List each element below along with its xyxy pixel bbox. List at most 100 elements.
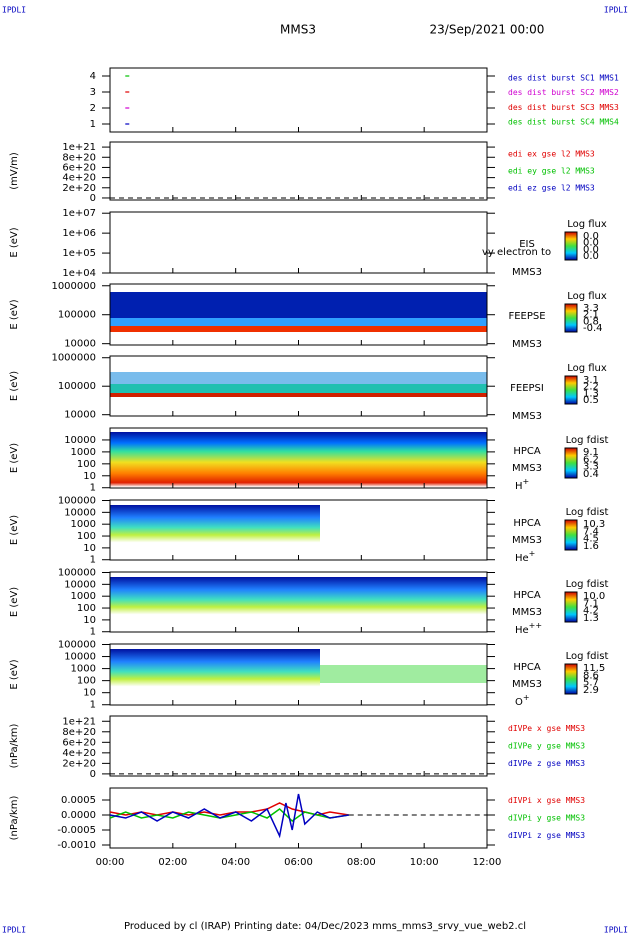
colorbar-tick-label: 2.2 (583, 382, 599, 393)
legend-label: dIVPi x gse MMS3 (508, 796, 585, 805)
y-axis-label: (nPa/km) (9, 796, 20, 841)
spacecraft-label: MMS3 (512, 607, 542, 618)
y-axis-label: E (eV) (9, 371, 20, 401)
x-tick-label: 12:00 (473, 857, 502, 868)
date: 23/Sep/2021 00:00 (430, 23, 545, 37)
y-tick-label: 100000 (58, 381, 96, 392)
colorbar (564, 231, 578, 261)
colorbar-tick-label: 0.5 (583, 395, 599, 406)
species-label: H+ (515, 477, 529, 493)
y-axis-label: E (eV) (9, 443, 20, 473)
instrument-label: HPCA (513, 662, 541, 673)
y-tick-label: 0 (90, 193, 96, 204)
x-tick-label: 10:00 (410, 857, 439, 868)
y-tick-label: 1000 (71, 447, 96, 458)
colorbar-tick-label: 1.3 (583, 613, 599, 624)
colorbar-tick-label: 7.4 (583, 526, 599, 537)
y-tick-label: -0.0005 (57, 825, 96, 836)
colorbar (564, 375, 578, 405)
y-tick-label: 10 (83, 688, 96, 699)
panel-frame (109, 211, 488, 274)
y-tick-label: 10000 (64, 652, 96, 663)
y-tick-label: 1e+05 (62, 248, 96, 259)
colorbar-tick-label: 4.5 (583, 534, 599, 545)
note: vy electron to (482, 247, 551, 258)
colorbar-tick-label: 3.1 (583, 375, 599, 386)
y-tick-label: 100000 (58, 310, 96, 321)
species-label: He++ (515, 621, 542, 637)
data-line (109, 793, 349, 839)
colorbar-title: Log flux (567, 219, 607, 230)
colorbar-tick-label: 11.5 (583, 663, 605, 674)
spacecraft-label: MMS3 (512, 679, 542, 690)
legend-label: des dist burst SC3 MMS3 (508, 103, 619, 112)
spectrogram (110, 649, 320, 699)
spectrogram (110, 326, 487, 332)
y-tick-label: 100 (77, 531, 96, 542)
y-tick-label: 6e+20 (62, 737, 96, 748)
instrument-label: FEEPSI (510, 383, 544, 394)
colorbar-tick-label: 1.6 (583, 541, 599, 552)
corner-label: IPDLI (2, 926, 26, 934)
species-charge: + (523, 693, 530, 702)
data-line (109, 808, 349, 822)
y-tick-label: 100000 (58, 639, 96, 650)
y-tick-label: -0.0010 (57, 840, 96, 851)
y-tick-label: 1e+21 (62, 716, 96, 727)
colorbar-title: Log flux (567, 291, 607, 302)
panel-frame (109, 141, 488, 201)
panel-frame (109, 715, 488, 777)
y-tick-label: 10000 (64, 435, 96, 446)
legend-label: des dist burst SC2 MMS2 (508, 88, 619, 97)
corner-label: IPDLI (604, 926, 628, 934)
colorbar-tick-label: 0.0 (583, 231, 599, 242)
panel-frame (109, 67, 488, 133)
y-tick-label: 6e+20 (62, 162, 96, 173)
species-base: He (515, 625, 529, 636)
spectrogram (110, 505, 320, 555)
species-charge: + (529, 549, 536, 558)
corner-label: IPDLI (2, 6, 26, 15)
y-tick-label: 1000000 (51, 281, 96, 292)
colorbar-tick-label: 2.9 (583, 685, 599, 696)
spectrogram (110, 372, 487, 384)
spacecraft-label: MMS3 (512, 339, 542, 350)
colorbar-title: Log fdist (566, 651, 609, 662)
legend-label: dIVPe z gse MMS3 (508, 759, 585, 768)
species-label: O+ (515, 693, 530, 709)
legend-label: dIVPi y gse MMS3 (508, 814, 585, 823)
colorbar (564, 663, 578, 695)
species-charge: ++ (529, 621, 542, 630)
y-tick-label: 1 (90, 119, 96, 130)
colorbar-tick-label: 5.7 (583, 678, 599, 689)
colorbar-title: Log fdist (566, 579, 609, 590)
legend-label: dIVPe y gse MMS3 (508, 742, 585, 751)
corner-label: IPDLI (604, 6, 628, 15)
y-tick-label: 10 (83, 543, 96, 554)
y-tick-label: 100 (77, 459, 96, 470)
y-axis-label: E (eV) (9, 659, 20, 689)
colorbar-tick-label: 2.1 (583, 310, 599, 321)
colorbar-title: Log flux (567, 363, 607, 374)
y-tick-label: 10 (83, 615, 96, 626)
title: MMS3 (280, 23, 316, 37)
instrument-label: EIS (519, 239, 535, 250)
spectrogram (110, 384, 487, 393)
y-tick-label: 10000 (64, 507, 96, 518)
y-tick-label: 1 (90, 700, 96, 711)
colorbar-title: Log fdist (566, 435, 609, 446)
y-tick-label: 100000 (58, 495, 96, 506)
y-tick-label: 1000 (71, 519, 96, 530)
species-base: H (515, 481, 523, 492)
spacecraft-label: MMS3 (512, 535, 542, 546)
instrument-label: HPCA (513, 590, 541, 601)
colorbar-tick-label: 3.3 (583, 303, 599, 314)
y-tick-label: 100 (77, 603, 96, 614)
colorbar (564, 447, 578, 479)
colorbar-tick-label: 10.3 (583, 519, 605, 530)
colorbar-tick-label: 0.4 (583, 469, 599, 480)
y-tick-label: 1e+07 (62, 208, 96, 219)
y-tick-label: 100 (77, 676, 96, 687)
y-tick-label: 1e+21 (62, 142, 96, 153)
colorbar-title: Log fdist (566, 507, 609, 518)
